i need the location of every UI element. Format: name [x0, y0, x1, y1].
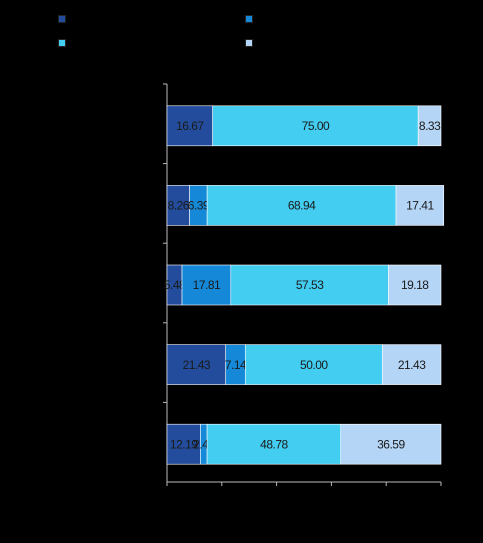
- data-label: 8.33: [419, 119, 441, 133]
- legend-swatch: [58, 15, 66, 23]
- data-label: 57.53: [296, 278, 324, 292]
- data-label: 16.67: [176, 119, 204, 133]
- data-label: 50.00: [300, 358, 328, 372]
- data-label: 17.41: [406, 199, 434, 213]
- data-label: 8.26: [168, 199, 190, 213]
- bar-segment: [244, 344, 383, 385]
- bar-segment: [166, 105, 213, 147]
- bar-segment: [417, 105, 442, 147]
- bar-segment: [181, 264, 232, 306]
- legend-swatch: [245, 39, 253, 47]
- data-label: 21.43: [398, 358, 426, 372]
- bar-segment: [395, 185, 445, 226]
- data-label: 19.18: [401, 278, 429, 292]
- bar-segment: [230, 264, 389, 306]
- data-label: 21.43: [183, 358, 211, 372]
- bar-segment: [166, 344, 227, 385]
- data-label: 75.00: [302, 119, 330, 133]
- legend-swatch: [58, 39, 66, 47]
- bar-segment: [166, 423, 201, 465]
- data-label: 7.14: [225, 358, 247, 372]
- bar-segment: [381, 344, 442, 385]
- data-label: 12.19: [170, 437, 198, 451]
- data-label: 5.48: [164, 278, 186, 292]
- data-label: 68.94: [288, 199, 316, 213]
- data-label: 17.81: [193, 278, 221, 292]
- bar-segment: [388, 264, 442, 306]
- legend-swatch: [245, 15, 253, 23]
- data-label: 6.39: [188, 199, 210, 213]
- bar-segment: [212, 105, 419, 147]
- bar-segment: [206, 185, 397, 226]
- data-label: 36.59: [377, 437, 405, 451]
- data-label: 48.78: [260, 437, 288, 451]
- bar-segment: [206, 423, 342, 465]
- bar-segment: [340, 423, 442, 465]
